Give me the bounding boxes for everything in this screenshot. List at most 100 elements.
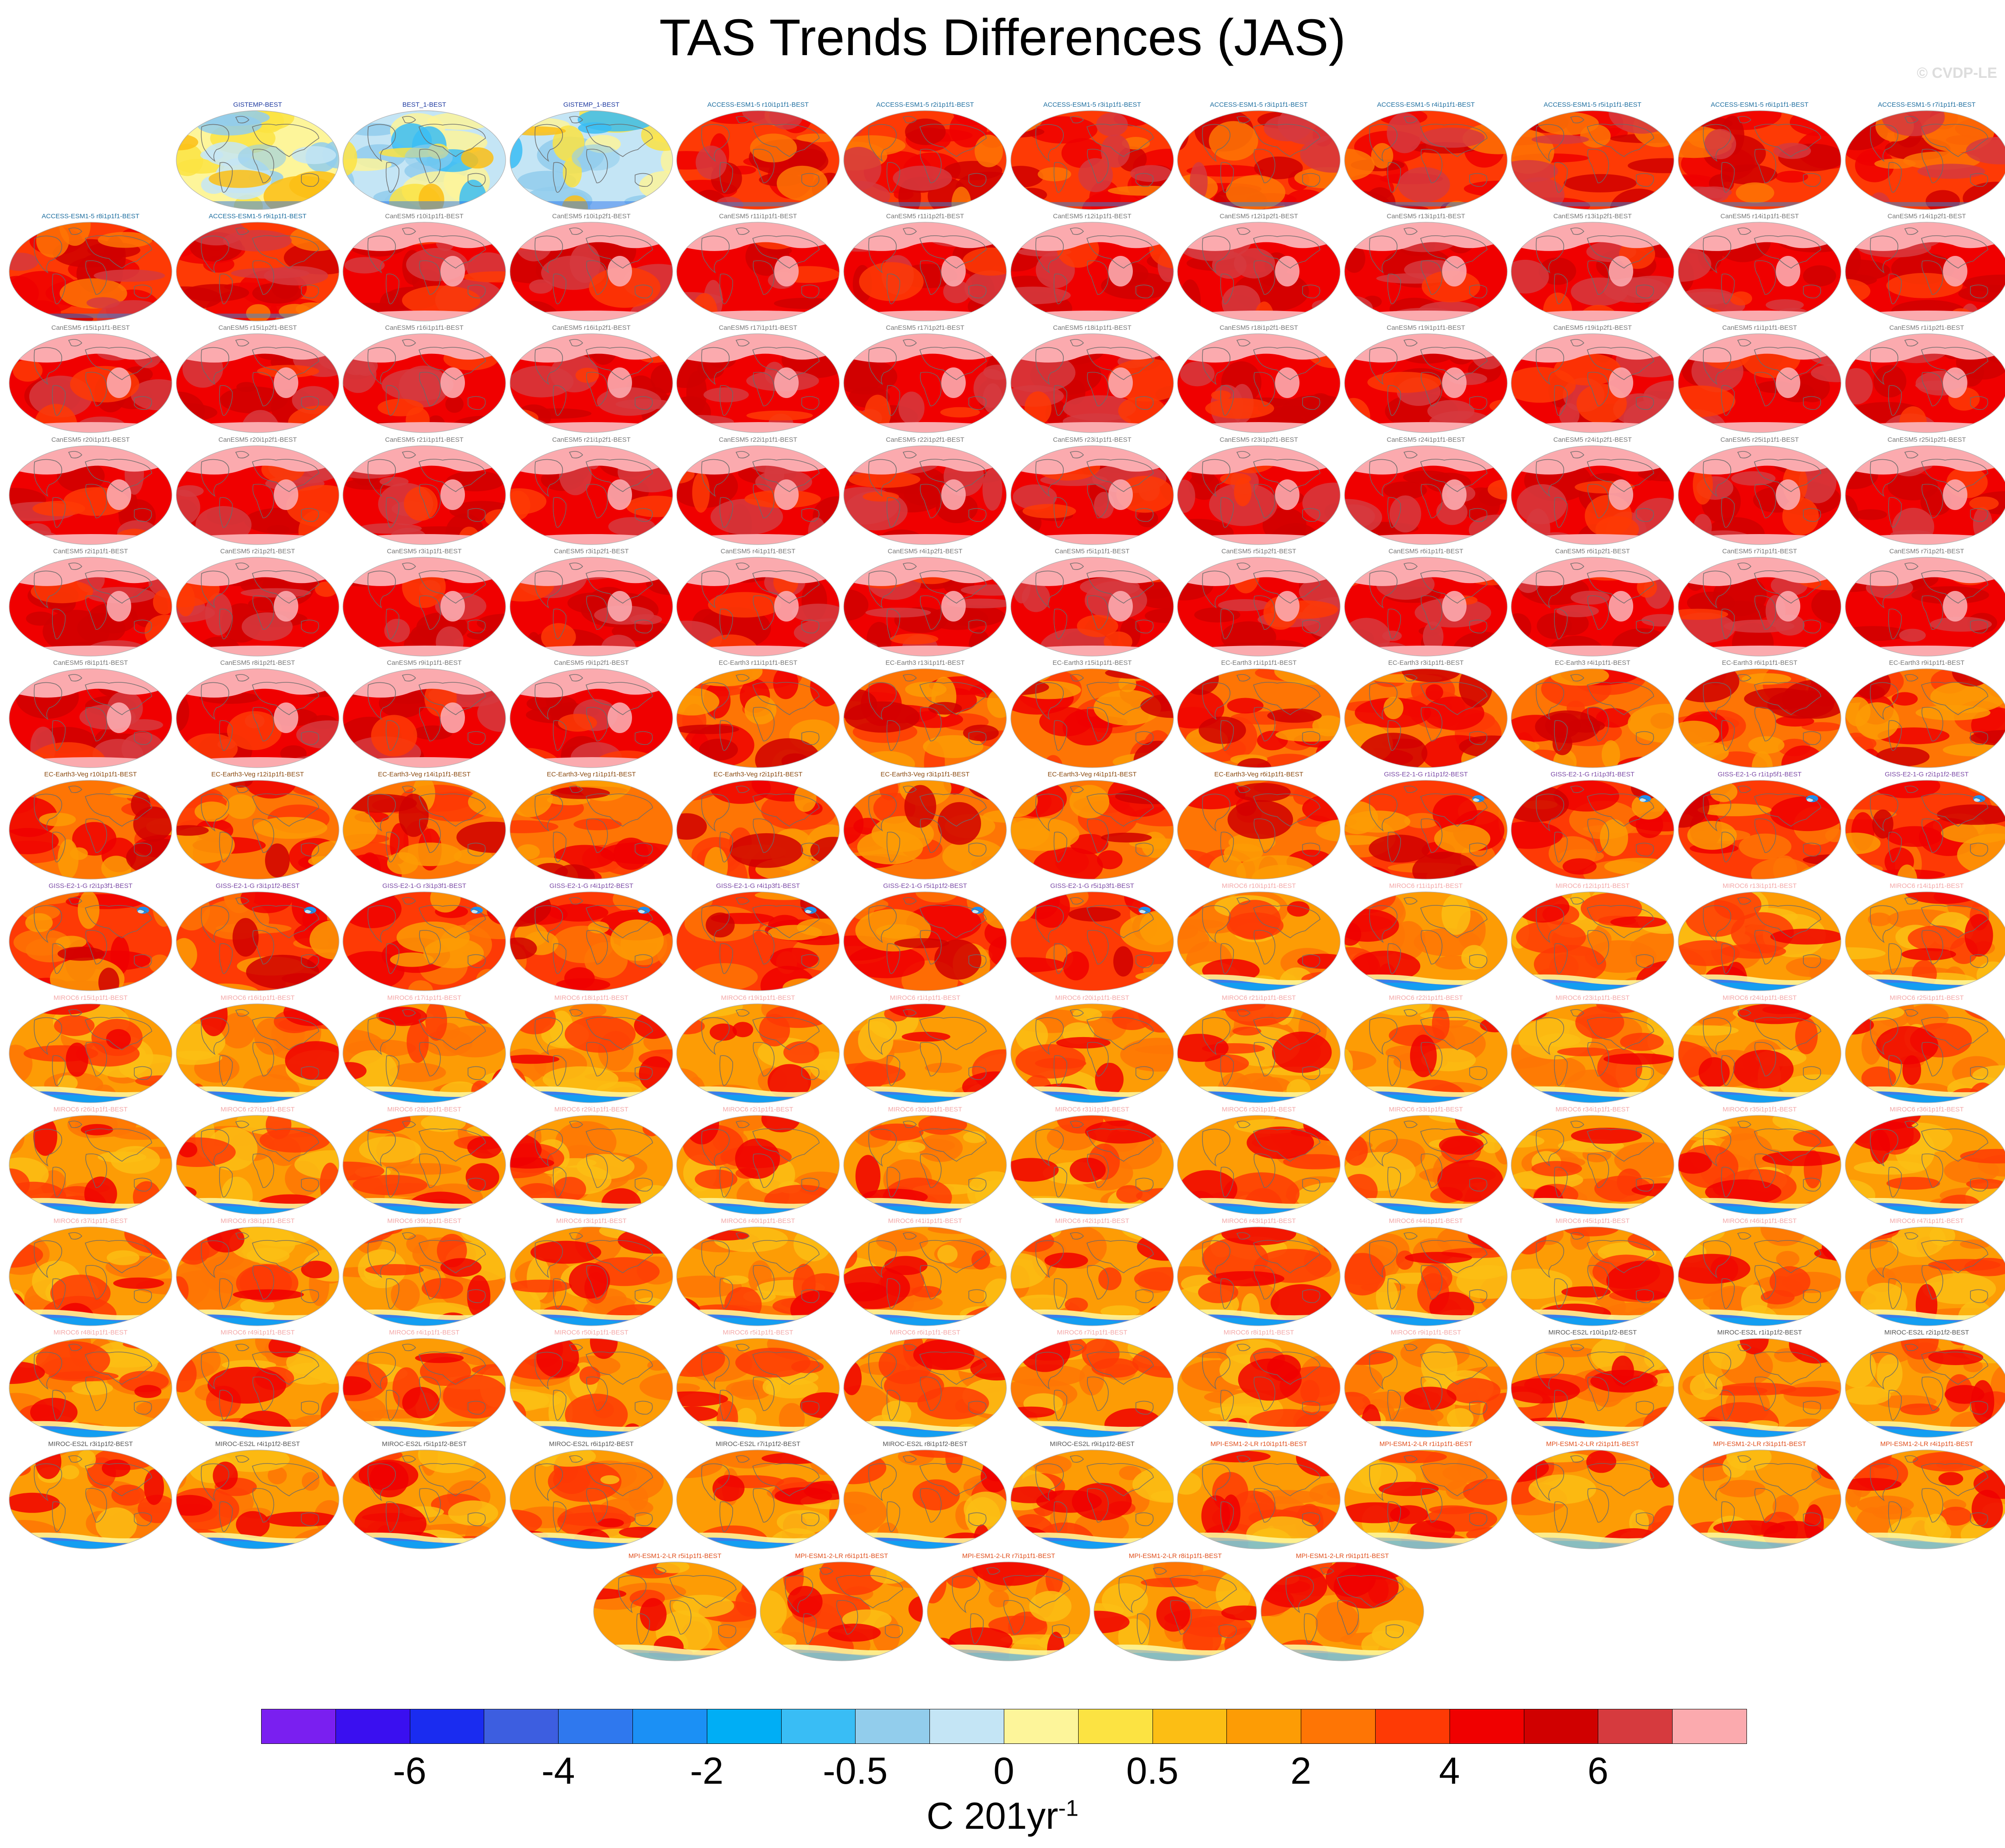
trend-map — [843, 333, 1007, 433]
panel-title: ACCESS-ESM1-5 r3i1p1f1-BEST — [1210, 101, 1308, 108]
map-panel: ACCESS-ESM1-5 r9i1p1f1-BEST — [175, 212, 341, 322]
trend-map — [510, 891, 673, 991]
panel-title: EC-Earth3-Veg r12i1p1f1-BEST — [211, 771, 304, 778]
map-panel: MIROC6 r21i1p1f1-BEST — [1176, 994, 1342, 1104]
trend-map — [176, 222, 339, 321]
trend-map — [1177, 1115, 1341, 1215]
trend-map — [676, 780, 840, 880]
map-panel: EC-Earth3 r11i1p1f1-BEST — [675, 659, 841, 769]
map-panel: MIROC6 r27i1p1f1-BEST — [175, 1105, 341, 1216]
panel-title: CanESM5 r11i1p1f1-BEST — [719, 213, 797, 220]
trend-map — [1678, 891, 1841, 991]
trend-map — [1511, 1115, 1674, 1215]
trend-map — [1093, 1562, 1257, 1661]
map-panel: ACCESS-ESM1-5 r10i1p1f1-BEST — [675, 101, 841, 211]
map-panel: EC-Earth3-Veg r2i1p1f1-BEST — [675, 770, 841, 880]
map-panel: MIROC6 r15i1p1f1-BEST — [7, 994, 174, 1104]
map-panel: CanESM5 r19i1p1f1-BEST — [1343, 324, 1509, 434]
trend-map — [1010, 222, 1174, 321]
colorbar — [261, 1709, 1747, 1745]
trend-map — [176, 1003, 339, 1103]
trend-map — [1511, 1450, 1674, 1549]
map-panel: ACCESS-ESM1-5 r2i1p1f1-BEST — [842, 101, 1008, 211]
trend-map — [1845, 891, 2005, 991]
panel-title: CanESM5 r24i1p1f1-BEST — [1387, 436, 1465, 444]
map-panel: CanESM5 r13i1p1f1-BEST — [1343, 212, 1509, 322]
map-panel: ACCESS-ESM1-5 r6i1p1f1-BEST — [1677, 101, 1843, 211]
map-panel: MIROC6 r14i1p1f1-BEST — [1844, 882, 2005, 992]
panel-title: CanESM5 r11i1p2f1-BEST — [886, 213, 964, 220]
map-panel: MPI-ESM1-2-LR r1i1p1f1-BEST — [1343, 1440, 1509, 1550]
map-panel: CanESM5 r5i1p1f1-BEST — [1009, 547, 1175, 657]
map-panel: MIROC6 r31i1p1f1-BEST — [1009, 1105, 1175, 1216]
map-panel: MIROC-ES2L r10i1p1f2-BEST — [1509, 1328, 1676, 1439]
trend-map — [1511, 557, 1674, 657]
map-panel: MIROC6 r4i1p1f1-BEST — [341, 1328, 507, 1439]
trend-map — [1845, 1003, 2005, 1103]
map-panel: ACCESS-ESM1-5 r4i1p1f1-BEST — [1343, 101, 1509, 211]
panel-title: CanESM5 r22i1p1f1-BEST — [719, 436, 797, 444]
trend-map — [9, 891, 172, 991]
trend-map — [843, 222, 1007, 321]
panel-title: EC-Earth3 r4i1p1f1-BEST — [1554, 659, 1631, 667]
panel-title: CanESM5 r18i1p1f1-BEST — [1053, 324, 1132, 332]
map-panel: CanESM5 r24i1p1f1-BEST — [1343, 436, 1509, 546]
map-panel: CanESM5 r18i1p2f1-BEST — [1176, 324, 1342, 434]
trend-map — [342, 1338, 506, 1438]
colorbar-box — [1004, 1709, 1079, 1744]
colorbar-tick-label: -4 — [541, 1750, 575, 1792]
map-panel: CanESM5 r16i1p2f1-BEST — [508, 324, 674, 434]
panel-title: MIROC6 r17i1p1f1-BEST — [387, 994, 461, 1002]
map-panel: CanESM5 r21i1p1f1-BEST — [341, 436, 507, 546]
trend-map — [1010, 1226, 1174, 1326]
trend-map — [1845, 780, 2005, 880]
panel-title: MIROC6 r21i1p1f1-BEST — [1222, 994, 1296, 1002]
trend-map — [176, 557, 339, 657]
trend-map — [9, 668, 172, 768]
trend-map — [1261, 1562, 1424, 1661]
panel-title: MIROC-ES2L r2i1p1f2-BEST — [1884, 1329, 1969, 1336]
panel-title: MIROC6 r36i1p1f1-BEST — [1890, 1106, 1964, 1113]
trend-map — [176, 1450, 339, 1549]
map-panel: CanESM5 r2i1p1f1-BEST — [7, 547, 174, 657]
colorbar-box — [1449, 1709, 1524, 1744]
panel-title: GISS-E2-1-G r3i1p1f2-BEST — [216, 882, 300, 890]
trend-map — [342, 668, 506, 768]
panel-title: GISS-E2-1-G r3i1p3f1-BEST — [382, 882, 466, 890]
panel-title: MIROC6 r40i1p1f1-BEST — [721, 1217, 795, 1225]
panel-title: MIROC6 r1i1p1f1-BEST — [890, 994, 961, 1002]
map-panel: MIROC6 r39i1p1f1-BEST — [341, 1217, 507, 1327]
panel-title: MIROC6 r50i1p1f1-BEST — [554, 1329, 629, 1336]
trend-map — [1344, 110, 1508, 210]
trend-map — [342, 557, 506, 657]
panel-title: EC-Earth3-Veg r2i1p1f1-BEST — [713, 771, 803, 778]
panel-title: ACCESS-ESM1-5 r10i1p1f1-BEST — [707, 101, 809, 108]
trend-map — [676, 1450, 840, 1549]
map-panel: MIROC6 r20i1p1f1-BEST — [1009, 994, 1175, 1104]
panel-title: MIROC6 r35i1p1f1-BEST — [1722, 1106, 1797, 1113]
map-panel: EC-Earth3-Veg r10i1p1f1-BEST — [7, 770, 174, 880]
map-panel: CanESM5 r20i1p2f1-BEST — [175, 436, 341, 546]
trend-map — [676, 333, 840, 433]
map-panel: CanESM5 r14i1p1f1-BEST — [1677, 212, 1843, 322]
panel-title: CanESM5 r7i1p2f1-BEST — [1889, 548, 1964, 555]
map-panel: GISS-E2-1-G r3i1p1f2-BEST — [175, 882, 341, 992]
map-panel: MPI-ESM1-2-LR r5i1p1f1-BEST — [592, 1552, 758, 1662]
trend-map — [1344, 222, 1508, 321]
panel-title: MIROC-ES2L r10i1p1f2-BEST — [1548, 1329, 1637, 1336]
trend-map — [1845, 333, 2005, 433]
trend-map — [1010, 668, 1174, 768]
trend-map — [342, 891, 506, 991]
panel-title: CanESM5 r20i1p1f1-BEST — [51, 436, 130, 444]
watermark: © CVDP-LE — [1917, 65, 1997, 81]
trend-map — [1511, 1226, 1674, 1326]
trend-map — [593, 1562, 757, 1661]
map-panel: MIROC6 r13i1p1f1-BEST — [1677, 882, 1843, 992]
panel-title: EC-Earth3-Veg r1i1p1f1-BEST — [547, 771, 636, 778]
trend-map — [1678, 1450, 1841, 1549]
trend-map — [1678, 1338, 1841, 1438]
trend-map — [510, 557, 673, 657]
map-panel: MPI-ESM1-2-LR r4i1p1f1-BEST — [1844, 1440, 2005, 1550]
panel-title: ACCESS-ESM1-5 r9i1p1f1-BEST — [209, 213, 307, 220]
trend-map — [1511, 891, 1674, 991]
